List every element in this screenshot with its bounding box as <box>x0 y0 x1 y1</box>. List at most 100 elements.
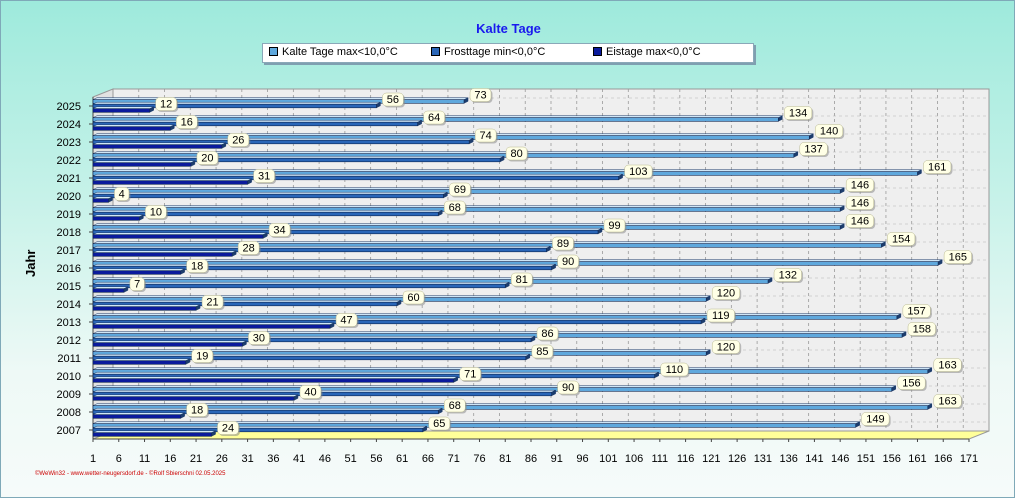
x-tick-label: 156 <box>883 453 901 465</box>
x-tick-label: 1 <box>90 453 96 465</box>
legend-swatch-eis <box>593 46 602 56</box>
y-tick-label: 2022 <box>57 155 81 167</box>
data-label-box <box>536 326 559 341</box>
bar-frost <box>92 103 377 109</box>
data-label: 146 <box>851 180 869 192</box>
data-label: 73 <box>474 90 486 102</box>
data-label: 86 <box>541 328 553 340</box>
data-label-box <box>237 241 260 255</box>
data-label-box <box>428 416 451 431</box>
data-label: 4 <box>119 189 125 201</box>
chart-legend: Kalte Tage max<10,0°C Frosttage min<0,0°… <box>262 43 754 63</box>
data-label: 165 <box>949 252 967 264</box>
data-label-box <box>423 110 445 125</box>
bar-eis-top <box>92 178 252 181</box>
bar-frost-top <box>92 191 448 195</box>
data-label-box <box>196 151 219 165</box>
x-tick-label: 131 <box>754 453 772 465</box>
x-tick-label: 46 <box>319 453 331 465</box>
data-label: 31 <box>258 171 270 183</box>
data-label: 74 <box>480 130 492 142</box>
bar-frost <box>92 409 439 415</box>
data-label-box <box>335 313 358 327</box>
bar-eis <box>92 414 181 419</box>
x-tick-label: 101 <box>599 453 617 465</box>
data-label: 18 <box>191 261 203 273</box>
bar-frost <box>92 229 599 235</box>
data-label-box <box>552 236 574 251</box>
y-tick-label: 2018 <box>57 227 81 239</box>
data-label: 99 <box>608 220 620 232</box>
data-label: 10 <box>150 207 162 219</box>
y-tick-label: 2017 <box>57 245 81 257</box>
data-label-box <box>815 124 844 138</box>
data-label-box <box>253 169 275 183</box>
bar-frost-top <box>92 119 422 123</box>
x-tick-label: 61 <box>396 453 408 465</box>
bar-eis <box>92 396 295 401</box>
data-label-box <box>443 398 466 413</box>
data-label: 163 <box>938 396 956 408</box>
bar-eis-top <box>92 124 175 127</box>
y-tick-label: 2021 <box>57 173 81 185</box>
legend-label-eis: Eistage max<0,0°C <box>606 46 701 58</box>
data-label-box <box>845 214 874 228</box>
y-tick-label: 2011 <box>57 353 81 365</box>
data-label-box <box>624 164 653 179</box>
bar-eis-top <box>92 232 268 235</box>
data-label-box <box>248 331 270 345</box>
data-label: 157 <box>907 306 925 318</box>
data-label-box <box>923 160 952 174</box>
bar-eis <box>92 306 197 311</box>
data-label: 149 <box>866 414 884 426</box>
bar-frost <box>92 301 398 307</box>
bar-frost <box>92 247 547 253</box>
x-tick-label: 161 <box>908 453 926 465</box>
x-tick-label: 71 <box>448 453 460 465</box>
data-label: 81 <box>516 274 528 286</box>
bar-eis <box>92 432 212 437</box>
bar-eis <box>92 162 192 167</box>
x-tick-label: 51 <box>345 453 357 465</box>
data-label-box <box>510 272 533 287</box>
bar-eis <box>92 252 233 257</box>
data-label-box <box>227 133 250 147</box>
footer-credit: ©WeWin32 - www.wetter-neugersdorf.de - ©… <box>35 471 226 477</box>
x-tick-label: 41 <box>293 453 305 465</box>
data-label: 7 <box>134 279 140 291</box>
data-label: 19 <box>196 351 208 363</box>
x-tick-label: 146 <box>831 453 849 465</box>
bar-frost <box>92 211 439 217</box>
bar-frost <box>92 157 501 163</box>
data-label-box <box>443 200 466 215</box>
data-label-box <box>186 403 208 417</box>
y-tick-label: 2019 <box>57 209 81 221</box>
data-label-box <box>902 304 931 318</box>
bar-eis-top <box>92 214 144 217</box>
y-tick-label: 2016 <box>57 263 81 275</box>
data-label: 21 <box>206 297 218 309</box>
bar-kalte-top <box>92 241 886 244</box>
data-label: 60 <box>407 292 419 304</box>
bar-frost <box>92 193 444 199</box>
bar-eis-top <box>92 250 237 253</box>
x-tick-label: 6 <box>116 453 122 465</box>
data-label: 90 <box>562 256 574 268</box>
data-label-box <box>845 178 874 192</box>
data-label-box <box>201 295 224 309</box>
bar-kalte-top <box>92 97 469 100</box>
y-tick-label: 2009 <box>57 389 81 401</box>
data-label-box <box>861 412 890 426</box>
y-tick-label: 2014 <box>57 299 81 311</box>
data-label: 16 <box>181 117 193 129</box>
data-label-box <box>155 97 177 111</box>
y-tick-label: 2024 <box>57 119 81 131</box>
data-label-box <box>784 106 813 120</box>
x-tick-label: 126 <box>728 453 746 465</box>
x-tick-label: 91 <box>551 453 563 465</box>
x-tick-label: 171 <box>960 453 978 465</box>
x-tick-label: 166 <box>934 453 952 465</box>
y-tick-label: 2015 <box>57 281 81 293</box>
data-label: 161 <box>928 162 946 174</box>
